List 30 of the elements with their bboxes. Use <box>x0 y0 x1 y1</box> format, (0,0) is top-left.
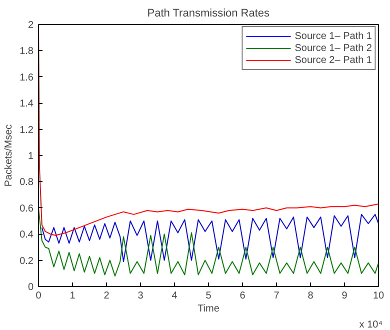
x-tick-label: 9 <box>342 290 348 302</box>
y-tick-label: 0 <box>28 282 34 293</box>
y-tick-label: 1.6 <box>20 72 34 84</box>
x-tick-label: 0 <box>36 290 42 302</box>
legend-label: Source 2– Path 1 <box>294 54 372 66</box>
y-tick-label: 0.4 <box>20 230 34 241</box>
y-tick-label: 1.2 <box>20 124 34 136</box>
y-tick-label: 0.8 <box>20 177 34 188</box>
y-tick-label: 1.8 <box>20 46 34 58</box>
x-tick-label: 4 <box>172 290 178 302</box>
x-tick-label: 10 <box>372 290 384 302</box>
line-series <box>41 214 378 262</box>
x-tick-label: 2 <box>104 290 110 302</box>
text: x 10⁴ <box>359 320 383 330</box>
y-tick-label: 2 <box>28 20 34 31</box>
x-tick-label: 8 <box>308 290 314 302</box>
x-tick-label: 3 <box>138 290 144 302</box>
x-axis-title: Time <box>198 304 220 314</box>
y-axis-title: Packets/Msec <box>4 124 15 187</box>
x-tick-label: 7 <box>274 290 280 302</box>
y-tick-label: 0.6 <box>20 203 34 214</box>
y-tick-label: 1 <box>28 151 34 162</box>
x-tick-label: 5 <box>206 290 212 302</box>
x-tick-label: 1 <box>70 290 76 302</box>
chart-title: Path Transmission Rates <box>147 8 270 20</box>
y-tick-label: 1.4 <box>20 98 34 110</box>
legend-label: Source 1– Path 1 <box>294 30 372 42</box>
x-tick-label: 6 <box>240 290 246 302</box>
y-tick-label: 0.2 <box>20 256 34 267</box>
legend-label: Source 1– Path 2 <box>294 42 372 54</box>
